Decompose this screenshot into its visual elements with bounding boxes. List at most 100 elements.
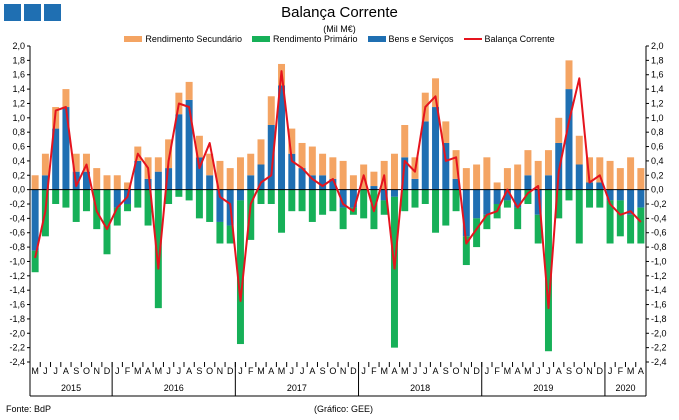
month-label: M — [31, 366, 39, 376]
legend-label-primario: Rendimento Primário — [272, 34, 358, 44]
bar-bens — [278, 85, 286, 190]
bar-primario — [544, 189, 552, 352]
bar-secundario — [637, 168, 645, 190]
bar-bens — [288, 153, 296, 190]
bar-primario — [175, 189, 183, 197]
y-tick-label-right: -2,4 — [651, 357, 667, 367]
y-tick-label-left: -0,8 — [9, 242, 25, 252]
bar-secundario — [473, 164, 481, 190]
bar-primario — [360, 189, 368, 219]
bar-bens — [329, 178, 337, 190]
month-label: A — [391, 366, 397, 376]
legend-item-bens: Bens e Serviços — [367, 34, 454, 44]
bar-primario — [257, 189, 265, 204]
bar-bens — [473, 189, 481, 219]
bar-secundario — [329, 157, 337, 179]
bar-primario — [247, 189, 255, 240]
bar-secundario — [339, 160, 347, 190]
bar-bens — [154, 171, 162, 190]
bar-primario — [596, 189, 604, 208]
y-tick-label-left: 1,6 — [12, 70, 25, 80]
bar-secundario — [349, 175, 357, 190]
bar-bens — [514, 189, 522, 208]
month-label: J — [166, 366, 171, 376]
bar-primario — [401, 189, 409, 212]
y-tick-label-right: 1,0 — [651, 113, 664, 123]
y-tick-label-left: -1,8 — [9, 314, 25, 324]
bar-primario — [278, 189, 286, 233]
bar-bens — [216, 189, 224, 222]
bar-secundario — [288, 128, 296, 154]
month-label: A — [433, 366, 439, 376]
bar-secundario — [390, 153, 398, 190]
y-tick-label-left: -2,4 — [9, 357, 25, 367]
bar-bens — [41, 175, 49, 190]
bar-primario — [103, 189, 111, 255]
bar-bens — [452, 178, 460, 190]
bar-bens — [421, 121, 429, 190]
bar-primario — [206, 189, 214, 222]
bar-secundario — [298, 142, 306, 169]
bar-secundario — [62, 89, 70, 108]
bar-secundario — [596, 157, 604, 183]
y-tick-label-right: -1,6 — [651, 300, 667, 310]
bar-bens — [462, 189, 470, 237]
bar-bens — [31, 189, 39, 251]
bar-primario — [134, 189, 142, 208]
year-label: 2015 — [61, 383, 81, 393]
bar-secundario — [247, 153, 255, 176]
bar-secundario — [442, 121, 450, 143]
month-label: S — [73, 366, 79, 376]
bar-bens — [62, 107, 70, 190]
bar-bens — [637, 189, 645, 208]
bar-primario — [586, 189, 594, 208]
month-label: M — [278, 366, 286, 376]
bar-secundario — [31, 175, 39, 190]
bar-bens — [575, 164, 583, 190]
bar-secundario — [627, 157, 635, 190]
legend: Rendimento Secundário Rendimento Primári… — [0, 34, 679, 44]
bar-secundario — [82, 153, 90, 172]
y-tick-label-right: 0,0 — [651, 185, 664, 195]
y-tick-label-right: -0,4 — [651, 213, 667, 223]
y-tick-label-right: 1,6 — [651, 70, 664, 80]
y-tick-label-right: -0,2 — [651, 199, 667, 209]
y-tick-label-left: -1,2 — [9, 271, 25, 281]
y-tick-label-right: 0,4 — [651, 156, 664, 166]
bar-primario — [524, 189, 532, 204]
bar-bens — [596, 182, 604, 190]
bar-primario — [144, 189, 152, 226]
line-balanca-corrente — [34, 70, 642, 310]
month-label: F — [618, 366, 624, 376]
bar-secundario — [72, 153, 80, 172]
y-tick-label-right: 0,2 — [651, 170, 664, 180]
bar-secundario — [124, 182, 132, 190]
month-label: S — [566, 366, 572, 376]
bar-bens — [586, 182, 594, 190]
bar-bens — [236, 189, 244, 201]
month-label: F — [125, 366, 131, 376]
bar-secundario — [575, 135, 583, 165]
legend-item-secundario: Rendimento Secundário — [124, 34, 242, 44]
bar-primario — [380, 200, 388, 215]
bar-bens — [175, 114, 183, 190]
bar-primario — [298, 189, 306, 212]
y-tick-label-right: 0,6 — [651, 142, 664, 152]
bar-primario — [514, 207, 522, 230]
bar-secundario — [165, 139, 173, 169]
y-tick-label-left: 2,0 — [12, 41, 25, 51]
bar-primario — [442, 189, 450, 226]
bar-primario — [483, 214, 491, 230]
credit-note: (Gráfico: GEE) — [314, 404, 374, 414]
bar-bens — [544, 175, 552, 190]
y-tick-label-left: -1,0 — [9, 256, 25, 266]
bar-primario — [195, 189, 203, 219]
bar-secundario — [206, 153, 214, 176]
bar-bens — [555, 142, 563, 190]
bar-bens — [319, 175, 327, 190]
logo-square — [24, 4, 41, 21]
bar-primario — [329, 189, 337, 212]
bar-primario — [165, 189, 173, 204]
bar-bens — [308, 175, 316, 190]
bar-primario — [124, 204, 132, 212]
